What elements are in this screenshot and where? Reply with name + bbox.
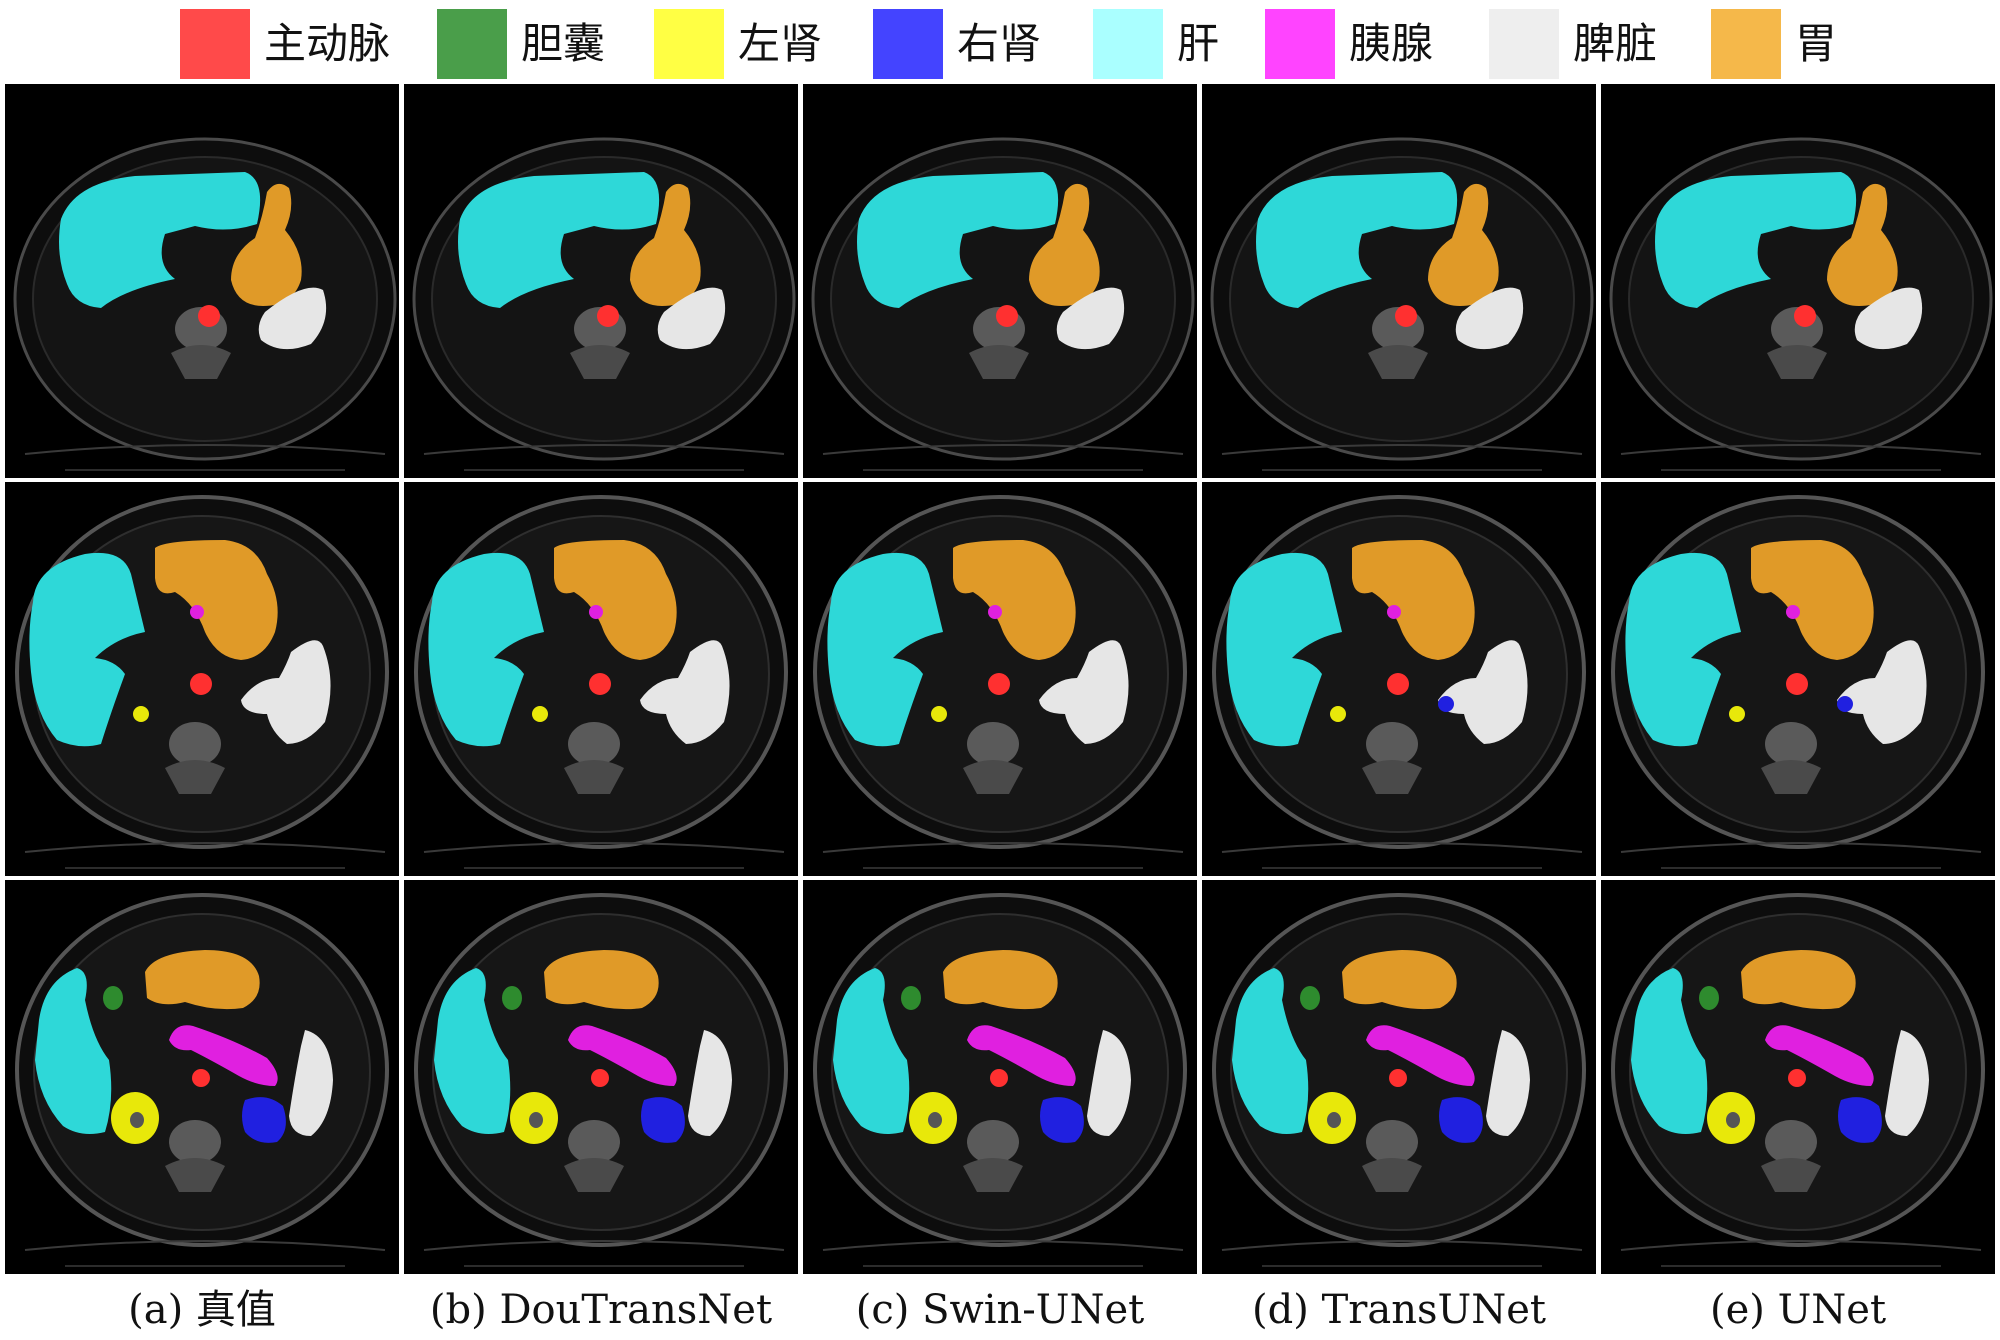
legend-swatch	[873, 9, 943, 79]
legend-swatch	[654, 9, 724, 79]
column-caption: (d) TransUNet	[1252, 1287, 1546, 1333]
ct-panel	[5, 84, 399, 478]
legend-label: 胆囊	[521, 19, 606, 68]
ct-panel	[404, 880, 798, 1274]
ct-segmentation-image	[15, 893, 389, 1267]
ct-segmentation-image	[813, 893, 1187, 1267]
ct-segmentation-image	[1212, 495, 1586, 869]
ct-panel	[1202, 482, 1596, 876]
column-caption: (a) 真值	[128, 1287, 276, 1333]
legend-item: 主动脉	[180, 8, 390, 80]
ct-segmentation-image	[15, 495, 389, 869]
ct-segmentation-image	[1212, 893, 1586, 1267]
ct-panel	[5, 880, 399, 1274]
legend-label: 左肾	[738, 19, 823, 68]
column-caption: (c) Swin-UNet	[855, 1287, 1145, 1333]
column-captions: (a) 真值 (b) DouTransNet (c) Swin-UNet (d) Tr…	[0, 1280, 2000, 1340]
legend-swatch	[180, 9, 250, 79]
legend-item: 胰腺	[1265, 8, 1433, 80]
legend-item: 胆囊	[437, 8, 605, 80]
legend-label: 右肾	[957, 19, 1042, 68]
ct-segmentation-image	[13, 137, 397, 471]
ct-panel	[1601, 84, 1995, 478]
ct-segmentation-image	[412, 137, 796, 471]
ct-segmentation-image	[811, 137, 1195, 471]
column-caption: (e) UNet	[1709, 1287, 1887, 1333]
ct-segmentation-image	[414, 495, 788, 869]
ct-panel	[404, 84, 798, 478]
ct-panel	[1202, 84, 1596, 478]
legend-swatch	[1093, 9, 1163, 79]
legend-swatch	[437, 9, 507, 79]
ct-panel	[803, 880, 1197, 1274]
legend: 主动脉 胆囊 左肾 右肾 肝 胰腺 脾脏 胃	[0, 0, 2000, 84]
legend-item: 右肾	[873, 8, 1041, 80]
ct-panel	[1202, 880, 1596, 1274]
ct-panel	[803, 482, 1197, 876]
ct-panel	[404, 482, 798, 876]
ct-segmentation-image	[1210, 137, 1594, 471]
ct-segmentation-image	[1611, 495, 1985, 869]
ct-segmentation-image	[813, 495, 1187, 869]
ct-panel	[1601, 880, 1995, 1274]
segmentation-grid	[0, 84, 2000, 1280]
column-caption: (b) DouTransNet	[429, 1287, 773, 1333]
legend-label: 胰腺	[1349, 19, 1434, 68]
legend-swatch	[1265, 9, 1335, 79]
ct-segmentation-image	[1609, 137, 1993, 471]
legend-swatch	[1489, 9, 1559, 79]
legend-label: 肝	[1177, 19, 1220, 68]
legend-label: 胃	[1795, 19, 1838, 68]
legend-swatch	[1711, 9, 1781, 79]
legend-label: 脾脏	[1573, 19, 1658, 68]
legend-item: 胃	[1711, 8, 1837, 80]
legend-label: 主动脉	[264, 19, 391, 68]
legend-item: 脾脏	[1489, 8, 1657, 80]
legend-item: 左肾	[654, 8, 822, 80]
ct-panel	[1601, 482, 1995, 876]
legend-item: 肝	[1093, 8, 1219, 80]
ct-segmentation-image	[1611, 893, 1985, 1267]
ct-panel	[5, 482, 399, 876]
ct-panel	[803, 84, 1197, 478]
ct-segmentation-image	[414, 893, 788, 1267]
